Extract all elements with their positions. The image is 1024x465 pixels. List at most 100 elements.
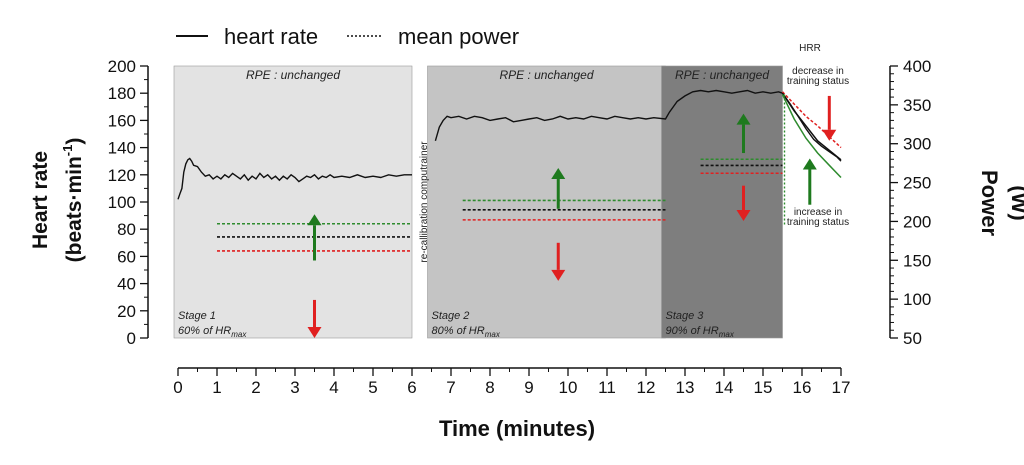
left-axis-title-line1: Heart rate bbox=[29, 151, 52, 249]
decrease-label-line2: training status bbox=[787, 76, 849, 87]
right-axis-tick-label-400: 400 bbox=[903, 57, 931, 76]
left-axis-tick-label-120: 120 bbox=[108, 166, 136, 185]
right-axis-tick-label-50: 50 bbox=[903, 329, 922, 348]
left-axis-tick-label-180: 180 bbox=[108, 84, 136, 103]
right-axis-tick-label-250: 250 bbox=[903, 174, 931, 193]
left-axis-title-close: ) bbox=[63, 138, 86, 145]
x-axis-tick-label-11: 11 bbox=[598, 378, 616, 397]
arrow-5-head bbox=[736, 113, 751, 125]
right-axis-title: Power (W) bbox=[977, 170, 1024, 236]
left-axis-tick-label-140: 140 bbox=[108, 139, 136, 158]
left-axis-title: Heart rate (beats·min-1) bbox=[29, 138, 86, 263]
recalibration-label: re-callibration computrainer bbox=[419, 141, 430, 263]
arrow-2-head bbox=[307, 327, 322, 338]
stage-1-name-label: Stage 1 bbox=[178, 310, 216, 322]
right-y-axis: 50 100 150 200 250 300 350 400 bbox=[889, 57, 931, 348]
right-axis-tick-label-100: 100 bbox=[903, 290, 931, 309]
x-axis-tick-label-12: 12 bbox=[637, 378, 656, 397]
arrow-1-up bbox=[307, 214, 322, 261]
stage-3-hr-subscript: max bbox=[719, 330, 735, 339]
arrow-4-head bbox=[551, 269, 566, 281]
hrr-label: HRR bbox=[799, 43, 821, 54]
stage-3-background bbox=[661, 65, 783, 339]
x-axis: 0 1 2 3 4 5 6 7 8 9 10 11 12 13 14 15 16 17 bbox=[173, 367, 851, 397]
stage-2-rpe-label: RPE : unchanged bbox=[499, 68, 593, 82]
stage-2-hr-label: 80% of HRmax bbox=[432, 325, 501, 339]
left-axis-tick-label-40: 40 bbox=[117, 275, 136, 294]
svg-text:(beats·min-1): (beats·min-1) bbox=[60, 138, 86, 263]
x-axis-tick-label-10: 10 bbox=[559, 378, 578, 397]
left-axis-tick-label-80: 80 bbox=[117, 220, 136, 239]
right-axis-tick-label-200: 200 bbox=[903, 212, 931, 231]
left-axis-title-line2: (beats·min bbox=[63, 156, 86, 262]
arrow-4-down bbox=[551, 242, 566, 281]
right-axis-tick-label-350: 350 bbox=[903, 96, 931, 115]
left-y-axis: 0 20 40 60 80 100 120 140 160 180 200 bbox=[108, 57, 149, 348]
arrow-3-head bbox=[551, 168, 566, 179]
x-axis-tick-label-8: 8 bbox=[485, 378, 494, 397]
arrow-7-down bbox=[822, 95, 837, 141]
left-axis-tick-label-0: 0 bbox=[127, 329, 136, 348]
stage-1-hr-subscript: max bbox=[231, 330, 247, 339]
stage-2-hr-subscript: max bbox=[485, 330, 501, 339]
hrr-curves bbox=[781, 91, 842, 226]
left-axis-tick-label-200: 200 bbox=[108, 57, 136, 76]
hrr-curve-1 bbox=[781, 91, 842, 149]
stage-labels: RPE : unchanged Stage 1 60% of HRmax RPE : … bbox=[178, 43, 849, 339]
arrow-8-head bbox=[802, 158, 817, 170]
legend-heart-rate-label: heart rate bbox=[224, 24, 318, 49]
x-axis-tick-label-0: 0 bbox=[173, 378, 182, 397]
x-axis-tick-label-14: 14 bbox=[715, 378, 734, 397]
arrow-7-head bbox=[822, 129, 837, 141]
arrow-5-up bbox=[736, 113, 751, 154]
arrow-2-down bbox=[307, 299, 322, 338]
legend: heart rate mean power bbox=[176, 24, 519, 49]
x-axis-tick-label-7: 7 bbox=[446, 378, 455, 397]
heart-rate-line-segment-2 bbox=[434, 89, 842, 162]
stage-1-rpe-label: RPE : unchanged bbox=[246, 68, 340, 82]
x-axis-tick-label-5: 5 bbox=[368, 378, 377, 397]
right-axis-title-line1: Power bbox=[977, 170, 1002, 236]
x-axis-tick-label-1: 1 bbox=[212, 378, 221, 397]
x-axis-tick-label-3: 3 bbox=[290, 378, 299, 397]
stage-backgrounds bbox=[173, 65, 783, 339]
heart-rate-series bbox=[177, 89, 842, 200]
x-axis-tick-label-4: 4 bbox=[329, 378, 338, 397]
stage-2-background bbox=[427, 65, 666, 339]
arrow-8-up bbox=[802, 158, 817, 205]
left-axis-tick-label-60: 60 bbox=[117, 247, 136, 266]
hrr-curve-2 bbox=[781, 92, 842, 161]
decrease-label-line1: decrease in bbox=[792, 66, 844, 77]
left-axis-tick-label-20: 20 bbox=[117, 302, 136, 321]
increase-label-line2: training status bbox=[787, 217, 849, 228]
x-axis-tick-label-6: 6 bbox=[407, 378, 416, 397]
x-axis-tick-label-9: 9 bbox=[524, 378, 533, 397]
x-axis-title: Time (minutes) bbox=[439, 416, 595, 441]
left-axis-tick-label-100: 100 bbox=[108, 193, 136, 212]
legend-mean-power-label: mean power bbox=[398, 24, 519, 49]
x-axis-tick-label-16: 16 bbox=[793, 378, 812, 397]
arrow-6-down bbox=[736, 185, 751, 222]
left-axis-tick-label-160: 160 bbox=[108, 111, 136, 130]
increase-label-line1: increase in bbox=[794, 207, 842, 218]
hrr-curve-3 bbox=[781, 94, 842, 179]
right-axis-tick-label-300: 300 bbox=[903, 135, 931, 154]
heart-rate-line-segment-1 bbox=[177, 157, 412, 200]
stage-1-background bbox=[173, 65, 413, 339]
arrow-6-head bbox=[736, 210, 751, 222]
right-axis-tick-label-150: 150 bbox=[903, 251, 931, 270]
stage-3-hr-label: 90% of HRmax bbox=[666, 325, 735, 339]
x-axis-tick-label-13: 13 bbox=[676, 378, 695, 397]
stage-2-name-label: Stage 2 bbox=[432, 310, 470, 322]
right-axis-title-line2: (W) bbox=[1007, 185, 1024, 220]
x-axis-tick-label-17: 17 bbox=[832, 378, 851, 397]
stage-3-rpe-label: RPE : unchanged bbox=[675, 68, 769, 82]
stage-1-hr-label: 60% of HRmax bbox=[178, 325, 247, 339]
arrow-1-head bbox=[307, 214, 322, 226]
stage-3-name-label: Stage 3 bbox=[666, 310, 705, 322]
change-arrows bbox=[307, 95, 837, 338]
svg-text:Heart rate: Heart rate bbox=[29, 151, 52, 249]
arrow-3-up bbox=[551, 168, 566, 209]
left-axis-title-sup: -1 bbox=[60, 145, 75, 157]
